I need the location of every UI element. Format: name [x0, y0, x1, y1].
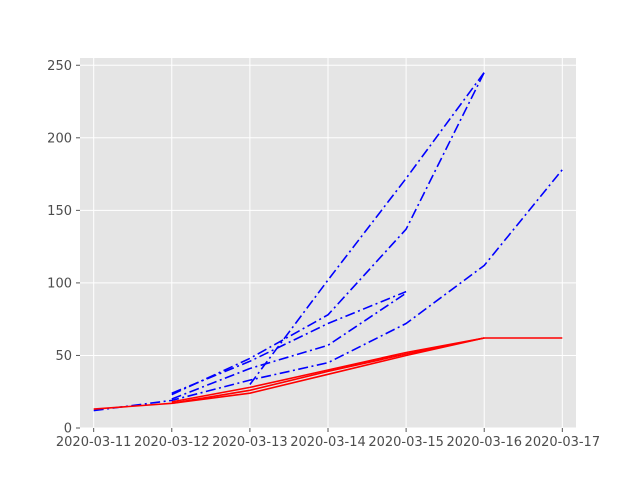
y-tick-label: 150: [47, 204, 72, 219]
y-tick-label: 200: [47, 131, 72, 146]
x-axis: 2020-03-11 2020-03-12 2020-03-13 2020-03-14…: [56, 428, 600, 450]
x-tick-label: 2020-03-13: [212, 435, 288, 450]
x-tick-label: 2020-03-11: [56, 435, 132, 450]
series-line-7: [171, 337, 485, 403]
series-line-0: [93, 169, 563, 412]
x-tick-label: 2020-03-12: [134, 435, 210, 450]
series-line-4: [249, 72, 485, 385]
grid-lines: [80, 58, 576, 429]
x-tick-label: 2020-03-16: [446, 435, 522, 450]
y-tick-label: 50: [55, 349, 72, 364]
series-line-3: [171, 292, 407, 400]
y-axis: 0 50 100 150 200 250: [47, 59, 80, 437]
y-tick-label: 100: [47, 276, 72, 291]
y-tick-label: 0: [64, 422, 72, 437]
x-tick-label: 2020-03-15: [368, 435, 444, 450]
y-tick-label: 250: [47, 59, 72, 74]
x-tick-label: 2020-03-17: [525, 435, 601, 450]
series-line-2: [171, 72, 485, 396]
x-tick-label: 2020-03-14: [290, 435, 366, 450]
series-layer: [93, 72, 563, 412]
series-line-6: [171, 337, 485, 405]
